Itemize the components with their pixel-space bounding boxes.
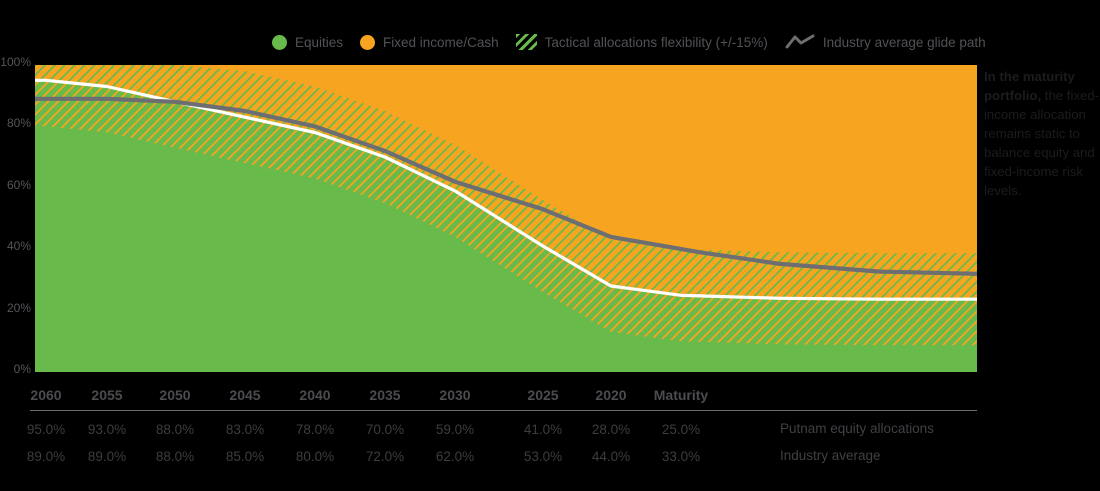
- putnam-value-2040: 78.0%: [295, 422, 335, 437]
- y-axis-tick-40: 40%: [6, 239, 31, 254]
- table-header-2035: 2035: [369, 387, 401, 403]
- putnam-value-2045: 83.0%: [225, 422, 265, 437]
- industry-value-2035: 72.0%: [365, 449, 405, 464]
- industry-value-2025: 53.0%: [523, 449, 563, 464]
- maturity-note: In the maturity portfolio, the fixed-inc…: [984, 67, 1100, 200]
- table-header-2050: 2050: [159, 387, 191, 403]
- legend-label-fixed-income: Fixed income/Cash: [383, 34, 499, 50]
- legend-label-industry: Industry average glide path: [822, 34, 986, 50]
- tactical-band-lower: [35, 80, 977, 346]
- legend-item-tactical: Tactical allocations flexibility (+/-15%…: [515, 34, 768, 50]
- putnam-value-2050: 88.0%: [155, 422, 195, 437]
- putnam-value-2060: 95.0%: [26, 422, 66, 437]
- hatch-swatch-icon: [515, 34, 537, 50]
- table-header-2030: 2030: [439, 387, 471, 403]
- putnam-value-2055: 93.0%: [87, 422, 127, 437]
- table-header-2045: 2045: [229, 387, 261, 403]
- legend-item-equities: Equities: [272, 34, 344, 50]
- putnam-value-2020: 28.0%: [591, 422, 631, 437]
- y-axis-tick-100: 100%: [0, 55, 31, 69]
- row-label-putnam: Putnam equity allocations: [780, 421, 934, 436]
- zigzag-line-icon: [785, 34, 815, 49]
- putnam-value-Maturity: 25.0%: [661, 422, 701, 437]
- industry-value-2060: 89.0%: [26, 449, 66, 464]
- tactical-band-upper: [35, 65, 977, 300]
- legend-label-equities: Equities: [295, 34, 344, 50]
- industry-average-line: [35, 96, 978, 276]
- table-header-2055: 2055: [91, 387, 123, 403]
- maturity-note-lead: In the maturity portfolio,: [984, 69, 1075, 103]
- equities-dot-icon: [272, 34, 287, 50]
- putnam-value-2030: 59.0%: [435, 422, 475, 437]
- y-axis-tick-60: 60%: [6, 177, 31, 192]
- putnam-glide-path-line: [35, 78, 977, 301]
- industry-value-Maturity: 33.0%: [661, 449, 701, 464]
- putnam-value-2035: 70.0%: [365, 422, 405, 437]
- table-header-2040: 2040: [299, 387, 331, 403]
- industry-value-2040: 80.0%: [295, 449, 335, 464]
- maturity-note-body: the fixed-income allocation remains stat…: [984, 88, 1100, 198]
- industry-value-2055: 89.0%: [87, 449, 127, 464]
- table-header-2060: 2060: [30, 387, 62, 403]
- fixed-income-dot-icon: [360, 34, 376, 50]
- industry-value-2050: 88.0%: [155, 449, 195, 464]
- industry-value-2030: 62.0%: [435, 449, 475, 464]
- industry-value-2045: 85.0%: [225, 449, 265, 464]
- legend-label-tactical: Tactical allocations flexibility (+/-15%…: [544, 34, 768, 50]
- y-axis-tick-20: 20%: [6, 300, 31, 315]
- table-header-2020: 2020: [595, 387, 627, 403]
- table-header-rule: [30, 410, 977, 411]
- legend-item-fixed-income: Fixed income/Cash: [360, 34, 499, 50]
- industry-value-2020: 44.0%: [591, 449, 631, 464]
- legend-item-industry: Industry average glide path: [785, 33, 986, 51]
- y-axis-tick-80: 80%: [6, 116, 31, 131]
- putnam-value-2025: 41.0%: [523, 422, 563, 437]
- y-axis-tick-0: 0%: [13, 362, 31, 376]
- chart-legend: Equities Fixed income/Cash Tactical allo…: [272, 33, 986, 51]
- table-header-2025: 2025: [527, 387, 559, 403]
- row-label-industry: Industry average: [780, 448, 881, 463]
- table-header-Maturity: Maturity: [653, 387, 709, 403]
